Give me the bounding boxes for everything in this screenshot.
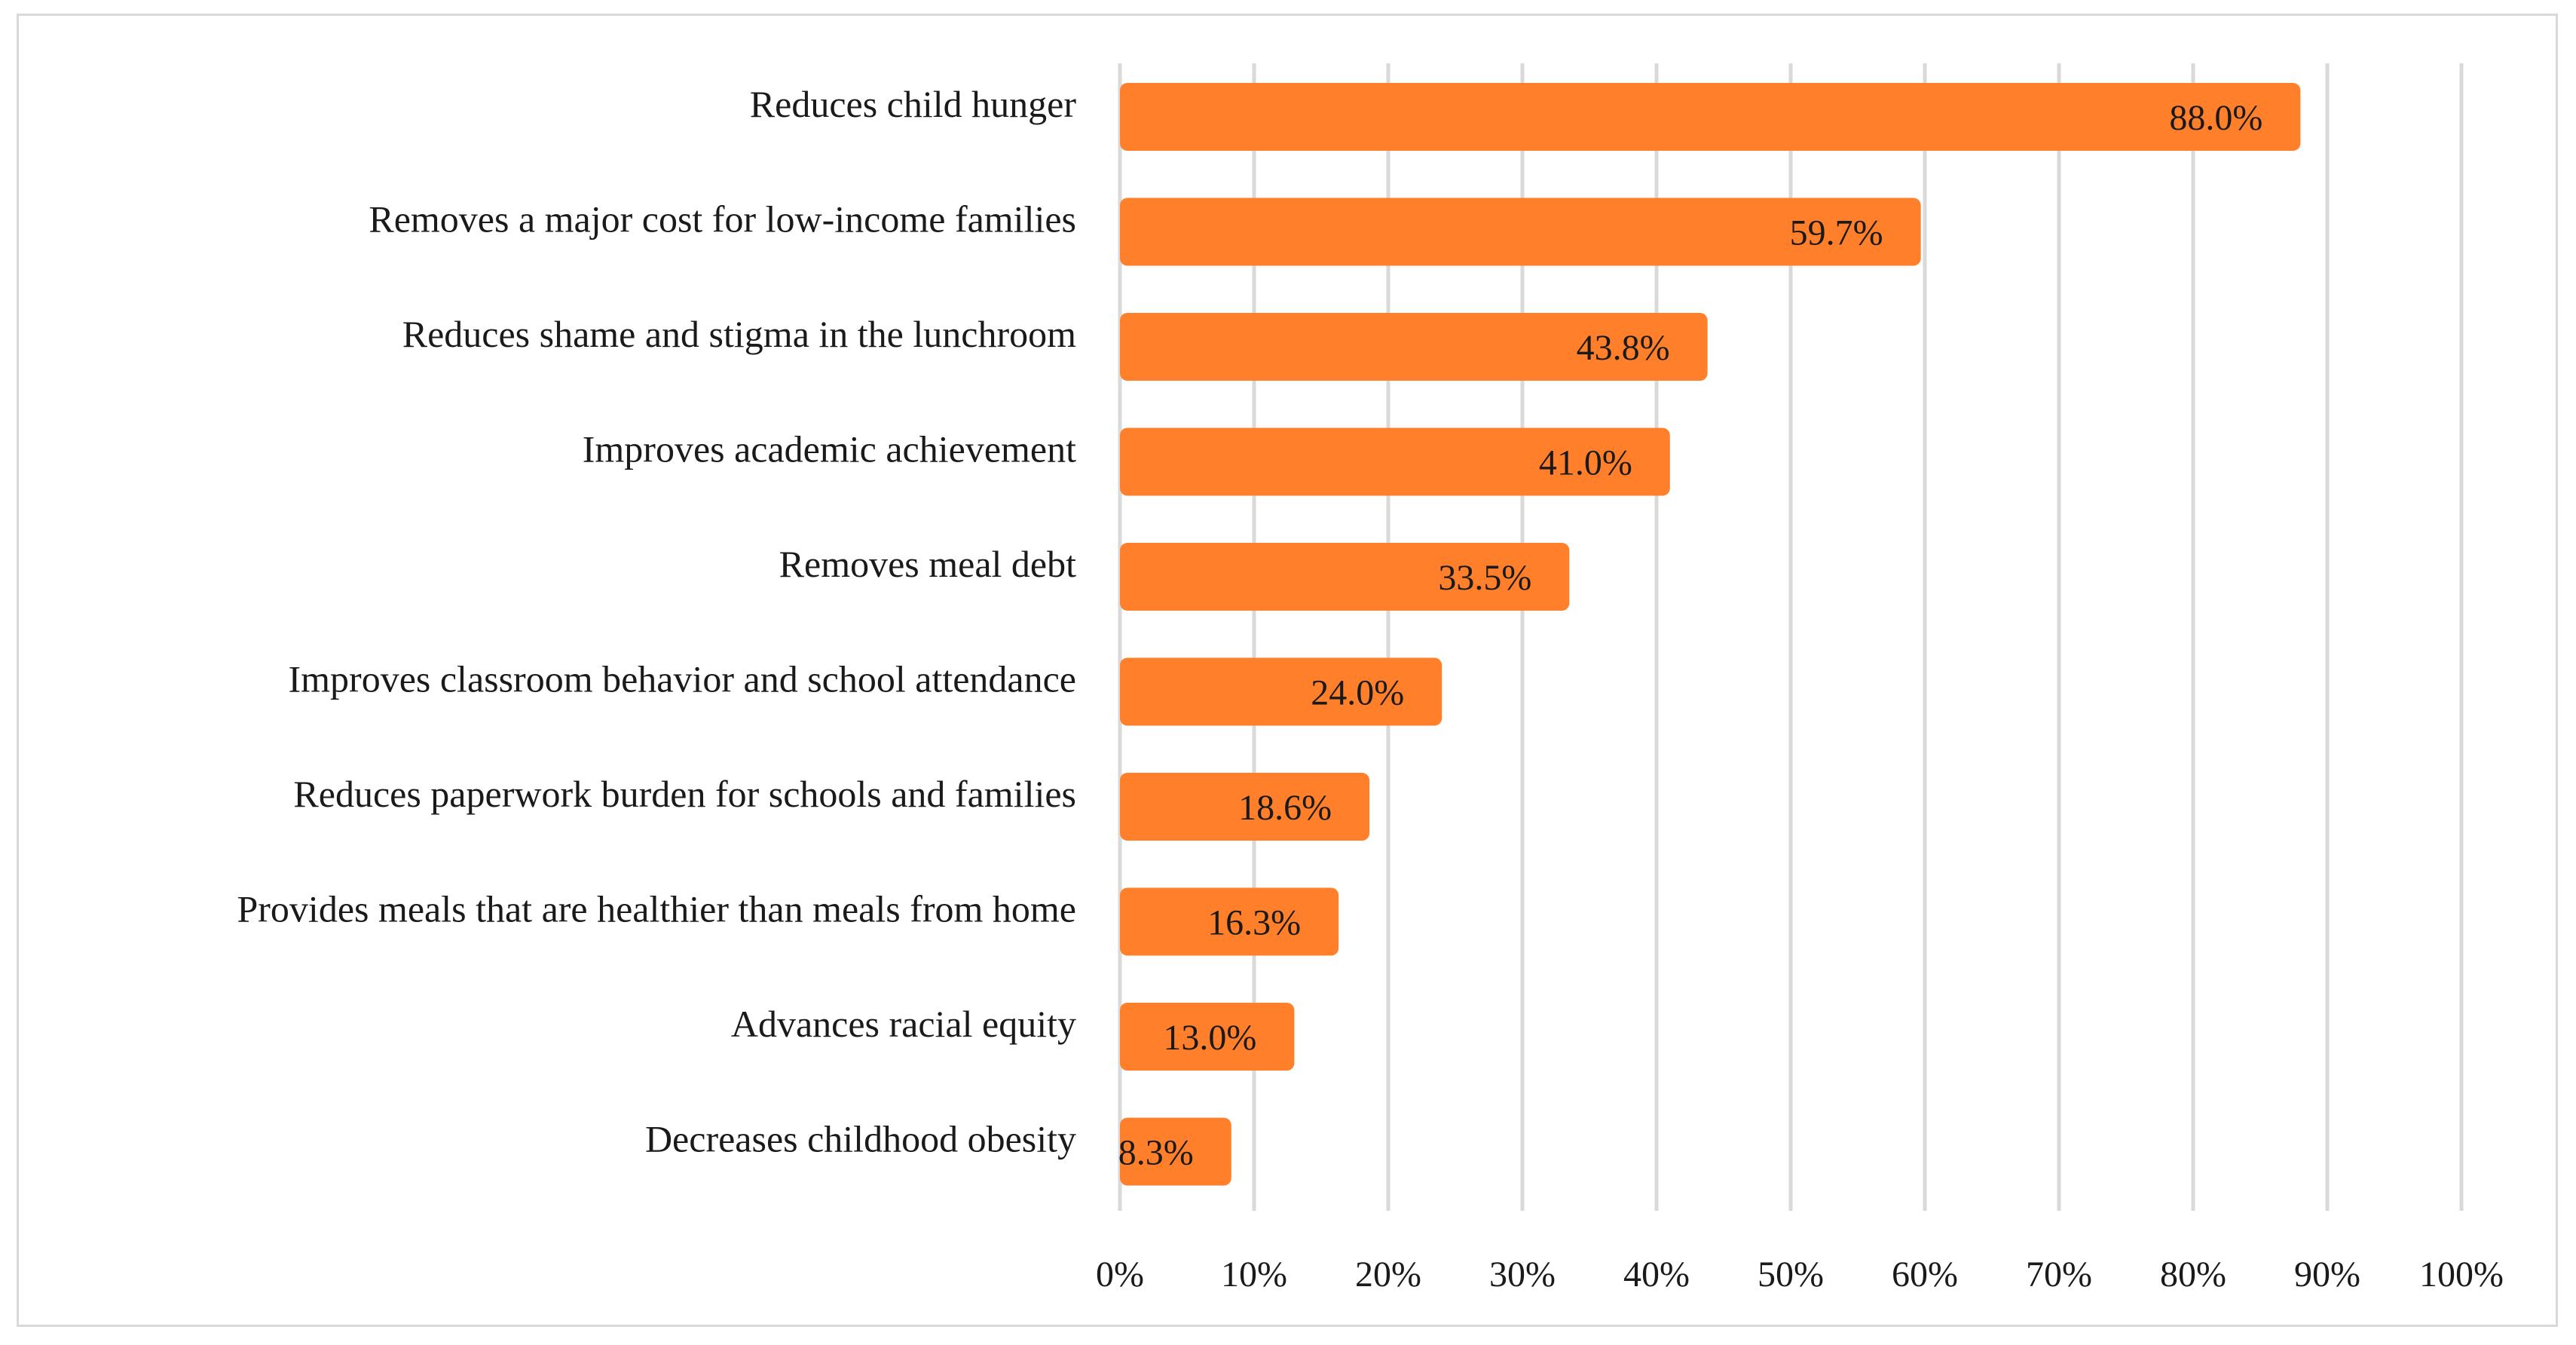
- category-label: Improves academic achievement: [583, 428, 1076, 470]
- data-label: 88.0%: [2169, 98, 2262, 138]
- x-tick-label: 90%: [2294, 1255, 2360, 1294]
- category-labels: Reduces child hunger Removes a major cost…: [237, 83, 1076, 1160]
- x-tick-label: 20%: [1355, 1255, 1421, 1294]
- data-label: 59.7%: [1790, 213, 1883, 253]
- data-label: 18.6%: [1238, 788, 1332, 828]
- x-tick-label: 30%: [1489, 1255, 1556, 1294]
- bar: [1120, 198, 1921, 266]
- x-tick-label: 80%: [2160, 1255, 2226, 1294]
- x-tick-label: 10%: [1221, 1255, 1287, 1294]
- x-axis-tick-labels: 0% 10% 20% 30% 40% 50% 60% 70% 80% 90% 100%: [1096, 1255, 2504, 1294]
- bar: [1120, 313, 1708, 381]
- data-label: 8.3%: [1118, 1133, 1194, 1173]
- x-tick-label: 40%: [1623, 1255, 1690, 1294]
- category-label: Reduces child hunger: [750, 83, 1077, 125]
- x-tick-label: 60%: [1892, 1255, 1958, 1294]
- data-label: 41.0%: [1539, 443, 1632, 483]
- bar: [1120, 427, 1670, 496]
- bar: [1120, 83, 2301, 151]
- data-label: 13.0%: [1163, 1018, 1256, 1058]
- category-label: Reduces shame and stigma in the lunchroo…: [402, 313, 1076, 355]
- data-label: 16.3%: [1207, 903, 1301, 943]
- category-label: Decreases childhood obesity: [645, 1118, 1076, 1160]
- bar: [1120, 543, 1570, 611]
- x-tick-label: 100%: [2419, 1255, 2504, 1294]
- bar: [1120, 773, 1370, 841]
- category-label: Improves classroom behavior and school a…: [289, 658, 1076, 700]
- data-label: 24.0%: [1311, 673, 1404, 713]
- data-label: 33.5%: [1438, 558, 1531, 598]
- x-tick-label: 70%: [2026, 1255, 2092, 1294]
- category-label: Removes meal debt: [779, 543, 1076, 585]
- bar: [1120, 657, 1442, 726]
- category-label: Removes a major cost for low-income fami…: [369, 198, 1076, 241]
- category-label: Advances racial equity: [731, 1003, 1076, 1045]
- x-tick-label: 0%: [1096, 1255, 1144, 1294]
- category-label: Provides meals that are healthier than m…: [237, 888, 1076, 930]
- bars: 88.0% 59.7% 43.8% 41.0% 33.5% 24.0% 18.6% 16.3%…: [1118, 83, 2301, 1186]
- category-label: Reduces paperwork burden for schools and…: [293, 773, 1076, 815]
- x-tick-label: 50%: [1758, 1255, 1824, 1294]
- bar: [1120, 1003, 1295, 1071]
- bar: [1120, 887, 1339, 956]
- bar: [1120, 1117, 1231, 1186]
- data-label: 43.8%: [1577, 328, 1670, 368]
